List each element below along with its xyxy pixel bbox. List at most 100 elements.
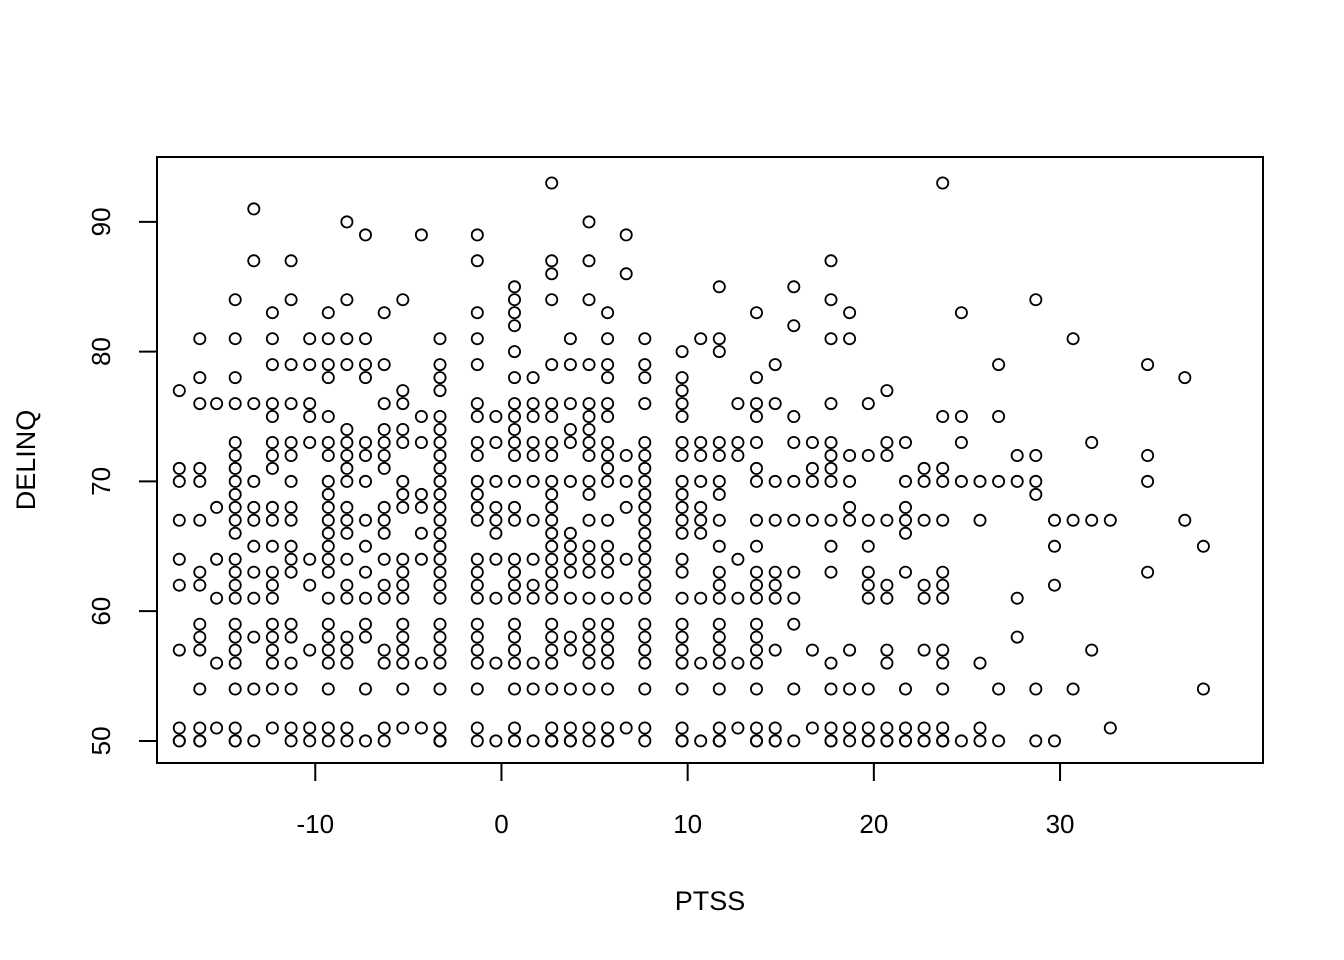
data-point	[470, 409, 484, 423]
data-point	[340, 293, 354, 307]
data-point	[284, 358, 298, 372]
data-point	[545, 487, 559, 501]
data-point	[582, 630, 596, 644]
data-point	[265, 617, 279, 631]
data-point	[638, 552, 652, 566]
data-point	[545, 176, 559, 190]
y-tick-label: 50	[86, 726, 116, 755]
data-point	[321, 474, 335, 488]
data-point	[582, 734, 596, 748]
data-point	[193, 734, 207, 748]
data-point	[507, 578, 521, 592]
data-point	[247, 513, 261, 527]
data-point	[377, 461, 391, 475]
data-point	[228, 617, 242, 631]
data-point	[284, 682, 298, 696]
data-point	[563, 422, 577, 436]
data-point	[433, 422, 447, 436]
data-point	[358, 474, 372, 488]
data-point	[321, 656, 335, 670]
data-point	[1085, 643, 1099, 657]
data-point	[619, 448, 633, 462]
data-point	[172, 384, 186, 398]
data-point	[172, 552, 186, 566]
data-point	[470, 617, 484, 631]
data-point	[675, 643, 689, 657]
data-point	[358, 617, 372, 631]
data-point	[1141, 448, 1155, 462]
data-point	[321, 371, 335, 385]
data-point	[470, 656, 484, 670]
data-point	[433, 513, 447, 527]
data-point	[936, 176, 950, 190]
data-point	[843, 643, 857, 657]
data-point	[545, 448, 559, 462]
data-point	[1178, 371, 1192, 385]
data-point	[601, 539, 615, 553]
data-point	[675, 474, 689, 488]
data-point	[210, 656, 224, 670]
data-point	[936, 734, 950, 748]
data-point	[750, 397, 764, 411]
data-point	[563, 630, 577, 644]
data-point	[210, 552, 224, 566]
data-point	[433, 578, 447, 592]
data-point	[899, 500, 913, 514]
data-point	[470, 565, 484, 579]
data-point	[433, 487, 447, 501]
data-point	[917, 734, 931, 748]
data-point	[526, 656, 540, 670]
data-point	[507, 280, 521, 294]
data-point	[545, 526, 559, 540]
data-point	[582, 435, 596, 449]
data-point	[563, 565, 577, 579]
data-point	[694, 448, 708, 462]
data-point	[787, 280, 801, 294]
data-point	[303, 721, 317, 735]
data-point	[787, 617, 801, 631]
data-point	[396, 435, 410, 449]
data-point	[1141, 565, 1155, 579]
data-point	[507, 397, 521, 411]
x-tick-label: -10	[296, 809, 334, 839]
data-point	[880, 448, 894, 462]
data-point	[582, 617, 596, 631]
y-axis-title: DELINQ	[11, 410, 41, 511]
data-point	[1010, 448, 1024, 462]
data-point	[545, 682, 559, 696]
data-point	[619, 267, 633, 281]
data-point	[396, 591, 410, 605]
x-tick-label: 10	[673, 809, 702, 839]
data-point	[545, 617, 559, 631]
data-point	[433, 461, 447, 475]
data-point	[1066, 513, 1080, 527]
data-point	[675, 384, 689, 398]
data-point	[193, 371, 207, 385]
data-point	[675, 656, 689, 670]
data-point	[787, 682, 801, 696]
data-point	[563, 526, 577, 540]
data-point	[433, 435, 447, 449]
data-point	[303, 578, 317, 592]
data-point	[861, 721, 875, 735]
data-point	[545, 552, 559, 566]
data-point	[545, 500, 559, 514]
data-point	[172, 474, 186, 488]
data-point	[433, 721, 447, 735]
data-point	[321, 552, 335, 566]
data-point	[228, 461, 242, 475]
data-point	[545, 721, 559, 735]
data-point	[265, 435, 279, 449]
data-point	[340, 435, 354, 449]
data-point	[265, 409, 279, 423]
data-point	[601, 656, 615, 670]
data-point	[712, 643, 726, 657]
data-point	[880, 643, 894, 657]
data-point	[861, 513, 875, 527]
data-point	[265, 682, 279, 696]
data-point	[638, 332, 652, 346]
data-point	[340, 656, 354, 670]
data-point	[1048, 734, 1062, 748]
data-point	[321, 332, 335, 346]
